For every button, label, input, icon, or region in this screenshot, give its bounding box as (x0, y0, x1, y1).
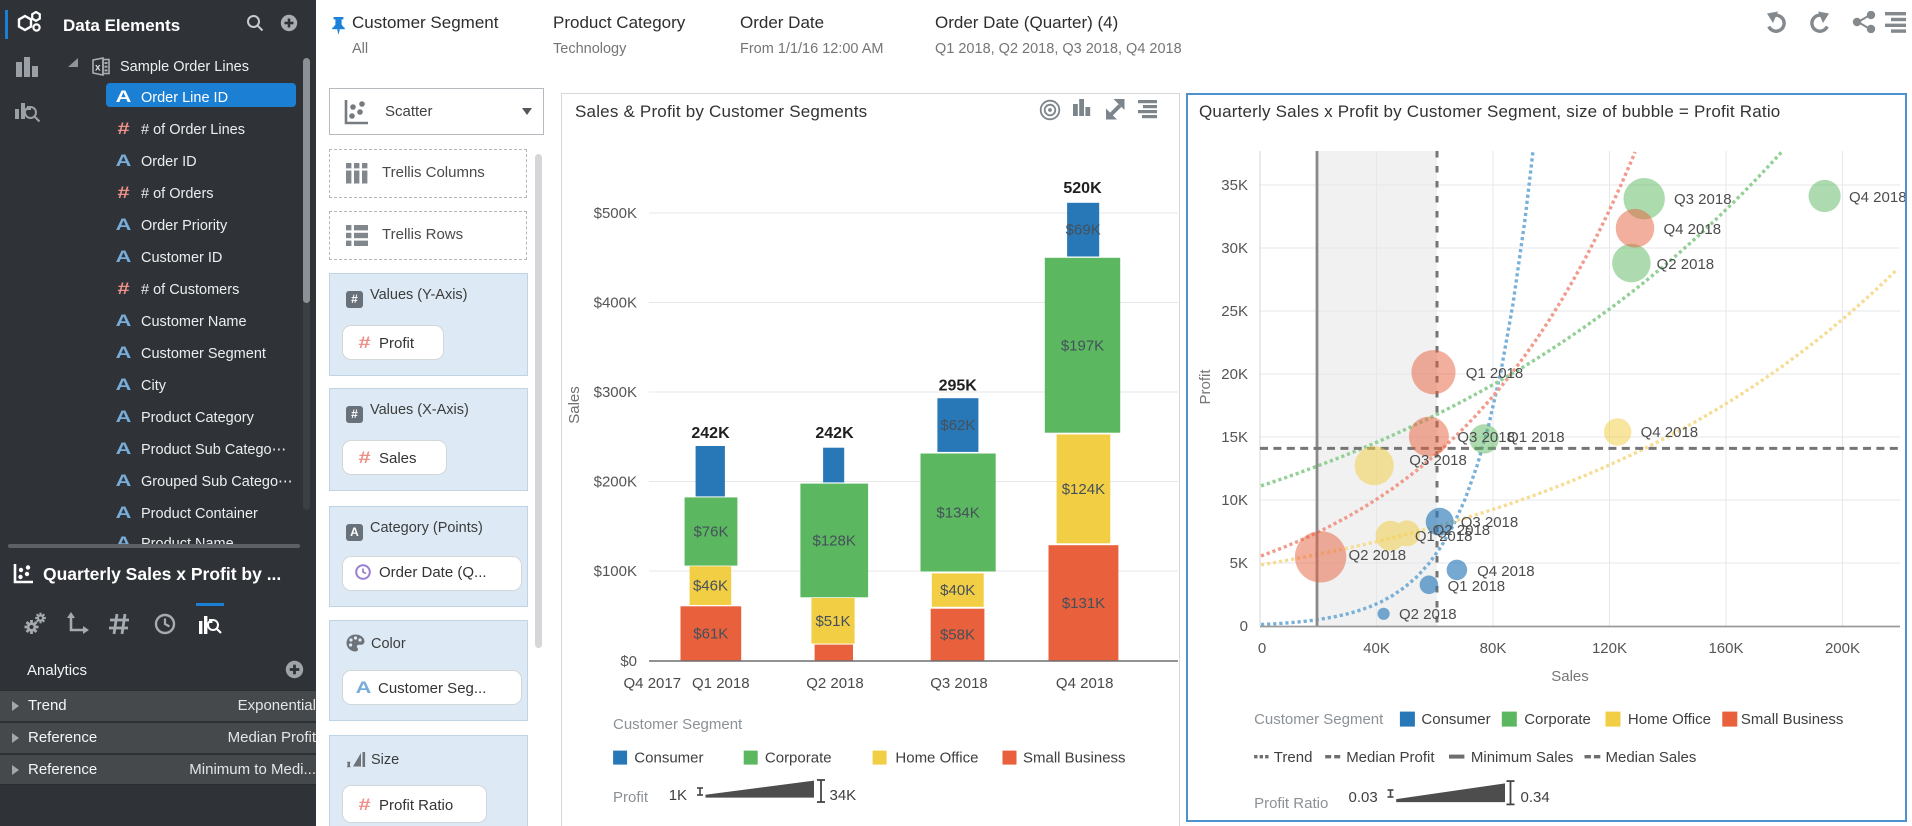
svg-text:Consumer: Consumer (634, 750, 703, 767)
svg-text:20K: 20K (1221, 366, 1248, 383)
svg-text:Q4 2018: Q4 2018 (1641, 424, 1699, 441)
svg-text:$69K: $69K (1066, 222, 1101, 239)
svg-text:Trend: Trend (1274, 749, 1313, 766)
svg-text:Customer Segment: Customer Segment (1254, 711, 1384, 728)
svg-text:Q1 2018: Q1 2018 (692, 675, 750, 692)
svg-text:Sales: Sales (566, 386, 583, 424)
svg-text:Q4 2018: Q4 2018 (1056, 675, 1114, 692)
svg-text:Q4 2018: Q4 2018 (1477, 563, 1535, 580)
svg-text:35K: 35K (1221, 177, 1248, 194)
svg-text:$500K: $500K (594, 205, 637, 222)
svg-text:34K: 34K (830, 787, 857, 804)
svg-text:0.03: 0.03 (1349, 789, 1378, 806)
svg-text:Corporate: Corporate (1524, 711, 1591, 728)
svg-text:$197K: $197K (1061, 337, 1104, 354)
svg-text:Small Business: Small Business (1023, 750, 1126, 767)
svg-text:Q3 2018: Q3 2018 (1674, 191, 1732, 208)
svg-text:$40K: $40K (940, 582, 975, 599)
svg-text:$128K: $128K (813, 533, 856, 550)
svg-text:$62K: $62K (940, 417, 975, 434)
svg-text:30K: 30K (1221, 240, 1248, 257)
svg-text:Q4 2017: Q4 2017 (624, 675, 682, 692)
svg-text:$51K: $51K (815, 613, 850, 630)
svg-text:$61K: $61K (693, 626, 728, 643)
svg-text:Small Business: Small Business (1741, 711, 1844, 728)
svg-text:Q1 2018: Q1 2018 (1415, 528, 1473, 545)
svg-text:$200K: $200K (594, 474, 637, 491)
svg-text:120K: 120K (1592, 640, 1627, 657)
svg-text:Minimum Sales: Minimum Sales (1471, 749, 1574, 766)
svg-text:Median Sales: Median Sales (1606, 749, 1697, 766)
svg-text:10K: 10K (1221, 492, 1248, 509)
svg-text:Home Office: Home Office (895, 750, 978, 767)
svg-text:520K: 520K (1063, 180, 1102, 197)
svg-text:Q2 2018: Q2 2018 (1657, 256, 1715, 273)
svg-text:15K: 15K (1221, 429, 1248, 446)
svg-text:Q1 2018: Q1 2018 (1448, 578, 1506, 595)
svg-text:Profit Ratio: Profit Ratio (1254, 795, 1328, 812)
svg-text:5K: 5K (1230, 555, 1248, 572)
svg-text:$0: $0 (620, 653, 637, 670)
svg-text:$131K: $131K (1062, 595, 1105, 612)
svg-text:Profit: Profit (1197, 369, 1214, 405)
svg-text:242K: 242K (815, 425, 854, 442)
svg-text:$58K: $58K (940, 626, 975, 643)
svg-text:Q2 2018: Q2 2018 (1399, 606, 1457, 623)
svg-text:Q2 2018: Q2 2018 (806, 675, 864, 692)
svg-text:25K: 25K (1221, 303, 1248, 320)
svg-text:160K: 160K (1708, 640, 1743, 657)
svg-text:Q4 2018: Q4 2018 (1664, 221, 1722, 238)
svg-text:Q2 2018: Q2 2018 (1349, 547, 1407, 564)
svg-text:$76K: $76K (693, 524, 728, 541)
svg-text:Profit: Profit (613, 789, 649, 806)
svg-text:242K: 242K (691, 425, 730, 442)
svg-text:Q4 2018: Q4 2018 (1849, 189, 1905, 206)
svg-text:295K: 295K (939, 378, 978, 395)
svg-text:Consumer: Consumer (1421, 711, 1490, 728)
svg-text:Customer Segment: Customer Segment (613, 716, 743, 733)
svg-text:80K: 80K (1480, 640, 1507, 657)
svg-text:Q3 2018: Q3 2018 (1409, 452, 1467, 469)
svg-text:$400K: $400K (594, 295, 637, 312)
svg-text:$300K: $300K (594, 384, 637, 401)
svg-text:Q1 2018: Q1 2018 (1466, 365, 1524, 382)
svg-text:1K: 1K (669, 787, 687, 804)
svg-text:Q2 2018: Q2 2018 (1433, 522, 1491, 539)
svg-text:Median Profit: Median Profit (1346, 749, 1435, 766)
svg-text:$134K: $134K (936, 505, 979, 522)
svg-text:$100K: $100K (594, 563, 637, 580)
svg-text:$46K: $46K (693, 578, 728, 595)
svg-text:0.34: 0.34 (1521, 789, 1550, 806)
svg-text:Q1 2018: Q1 2018 (1507, 429, 1565, 446)
svg-text:0: 0 (1240, 618, 1248, 635)
svg-text:$124K: $124K (1062, 481, 1105, 498)
svg-text:Q3 2018: Q3 2018 (1457, 429, 1515, 446)
svg-text:200K: 200K (1825, 640, 1860, 657)
svg-text:Corporate: Corporate (765, 750, 832, 767)
svg-text:Q3 2018: Q3 2018 (930, 675, 988, 692)
svg-text:Q3 2018: Q3 2018 (1461, 514, 1519, 531)
svg-text:x: x (95, 63, 101, 74)
svg-text:Sales: Sales (1551, 668, 1589, 685)
svg-text:Home Office: Home Office (1628, 711, 1711, 728)
svg-text:0: 0 (1258, 640, 1266, 657)
svg-text:40K: 40K (1363, 640, 1390, 657)
